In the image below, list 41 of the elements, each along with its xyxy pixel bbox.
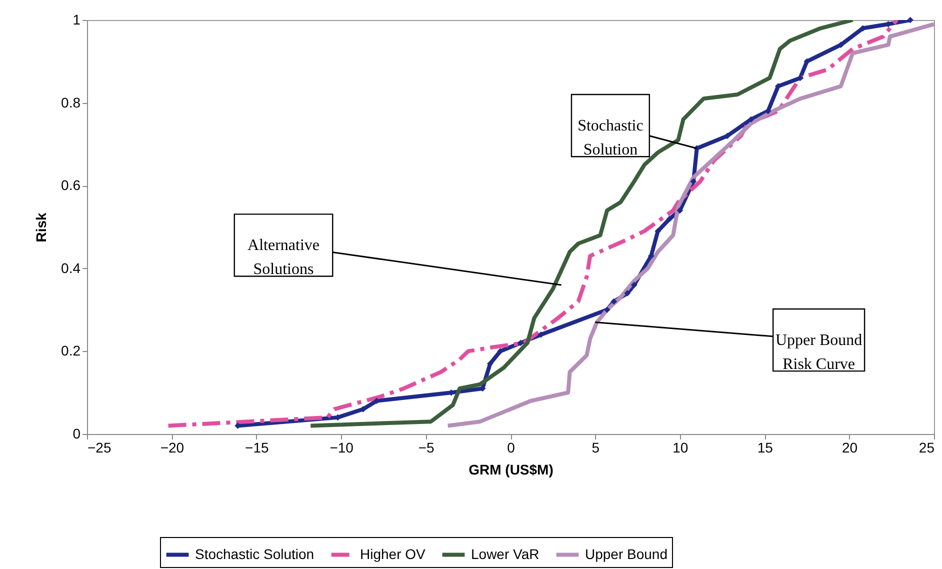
y-tick-label: 0 [72, 426, 81, 442]
y-tick-label: 0.6 [61, 177, 81, 194]
x-tick-label: 10 [672, 440, 688, 456]
x-tick-label: 25 [918, 440, 935, 456]
point [797, 74, 804, 82]
x-tick-label: 20 [842, 440, 858, 456]
y-tick-label: 0.2 [61, 342, 81, 359]
y-tick-label: 1 [72, 12, 81, 28]
annotation: Stochastic Solution [578, 118, 644, 159]
point [497, 348, 504, 354]
x-tick-label: 0 [507, 440, 516, 456]
point [604, 306, 610, 313]
point [676, 207, 684, 214]
x-tick-label: −5 [418, 440, 434, 456]
point [907, 16, 914, 24]
y-axis-title: Risk [33, 212, 50, 242]
point [538, 331, 544, 338]
point [666, 216, 673, 222]
x-tick-label: −15 [245, 440, 269, 456]
point [690, 178, 697, 185]
x-tick-label: −25 [88, 440, 112, 456]
legend-label: Upper Bound [585, 546, 668, 562]
x-axis-title: GRM (US$M) [468, 462, 554, 478]
y-tick-label: 0.4 [61, 260, 81, 276]
line-series [446, 22, 934, 428]
point [610, 298, 617, 305]
annotation: Upper Bound Risk Curve [775, 332, 862, 374]
point [624, 290, 631, 296]
point [518, 340, 524, 346]
point [724, 132, 730, 140]
point [748, 116, 754, 123]
x-tick-label: 15 [757, 440, 774, 456]
x-tick-label: −10 [330, 440, 354, 456]
x-tick-label: −20 [160, 440, 184, 456]
y-tick-label: 0.8 [61, 94, 81, 110]
legend-label: Lower VaR [471, 546, 540, 562]
x-tick-label: 5 [592, 440, 600, 456]
legend-label: Higher OV [360, 546, 426, 562]
annotation: Alternative Solutions [248, 237, 320, 278]
point [631, 282, 638, 288]
legend-label: Stochastic Solution [195, 546, 314, 562]
